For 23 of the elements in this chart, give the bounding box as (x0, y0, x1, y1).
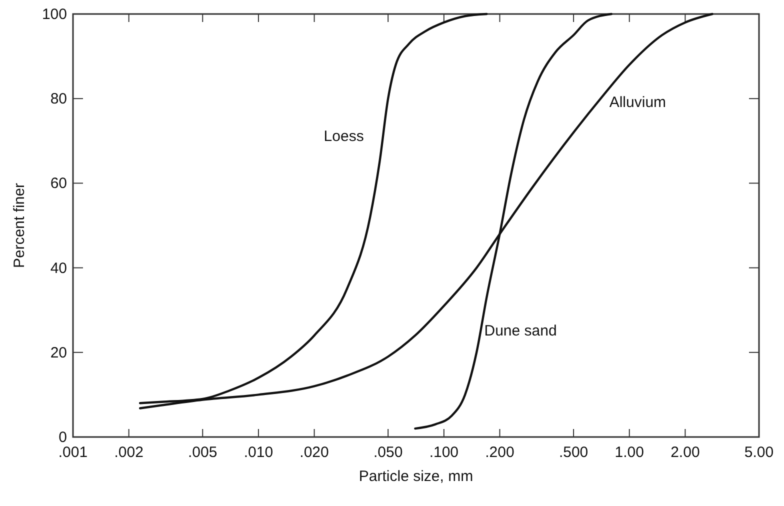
x-tick-label: .050 (373, 444, 403, 461)
y-axis-title: Percent finer (11, 182, 28, 268)
x-tick-label: 5.00 (744, 444, 774, 461)
x-tick-label: .500 (558, 444, 588, 461)
x-tick-label: .002 (114, 444, 144, 461)
x-tick-label: 1.00 (614, 444, 644, 461)
x-tick-label: .020 (300, 444, 329, 461)
y-tick-label: 80 (50, 90, 67, 108)
y-tick-label: 100 (42, 6, 67, 23)
x-axis-title: Particle size, mm (358, 468, 474, 485)
series-label: Loess (324, 128, 364, 145)
x-tick-label: .001 (58, 444, 88, 461)
x-tick-label: 2.00 (670, 444, 700, 461)
y-tick-label: 40 (50, 260, 67, 277)
x-tick-label: .200 (485, 444, 514, 461)
x-tick-label: .005 (188, 444, 218, 461)
x-tick-label: .010 (244, 444, 274, 461)
y-tick-label: 20 (50, 344, 67, 362)
x-tick-label: .100 (429, 444, 459, 461)
y-tick-label: 0 (58, 429, 67, 446)
series-label: Alluvium (609, 94, 666, 112)
y-tick-label: 60 (50, 175, 67, 192)
series-label: Dune sand (484, 322, 557, 340)
